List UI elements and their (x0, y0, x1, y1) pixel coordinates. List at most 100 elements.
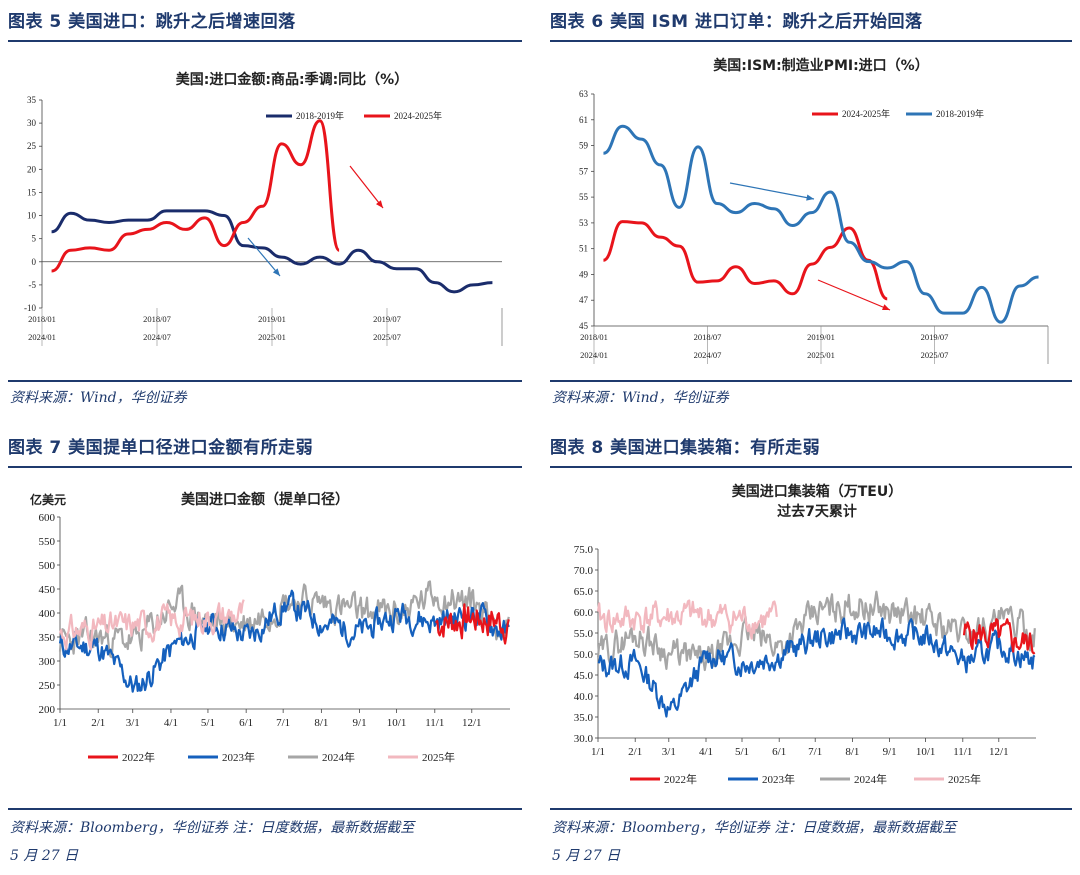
series-line-2022年 (962, 618, 1036, 655)
series-line-2 (602, 124, 1039, 324)
x-tick-label: 11/1 (953, 746, 972, 758)
y-tick-label: 55.0 (574, 628, 594, 640)
figure-7-source-line2: 5 月 27 日 (10, 848, 79, 864)
figure-5-header: 图表 5 美国进口：跳升之后增速回落 (8, 12, 296, 32)
figure-6-source: 资料来源：Wind，华创证券 (552, 390, 729, 406)
x-tick-label-bottom: 2025/01 (807, 350, 835, 360)
legend-label-2: 2023年 (222, 750, 255, 764)
legend-label-1: 2022年 (122, 750, 155, 764)
y-tick-label: 51 (579, 244, 588, 254)
x-tick-label: 9/1 (353, 717, 367, 729)
legend-label-4: 2025年 (422, 750, 455, 764)
series-line-1 (51, 209, 493, 294)
figure-8-header: 图表 8 美国进口集装箱：有所走弱 (550, 438, 821, 458)
y-tick-label: 250 (39, 680, 56, 692)
x-tick-label: 11/1 (425, 717, 444, 729)
y-tick-label: -5 (29, 280, 37, 290)
figure-6-footer-rule (550, 380, 1072, 382)
legend-label-4: 2025年 (948, 772, 981, 786)
y-tick-label: 75.0 (574, 544, 594, 556)
y-tick-label: 45 (579, 321, 589, 331)
x-tick-label: 12/1 (989, 746, 1009, 758)
y-tick-label: 20 (27, 164, 37, 174)
trend-arrow-blue-head (806, 194, 814, 201)
x-tick-label-bottom: 2025/07 (921, 350, 949, 360)
y-tick-label: 70.0 (574, 565, 594, 577)
x-tick-label: 2/1 (628, 746, 642, 758)
y-tick-label: 63 (579, 89, 589, 99)
y-tick-label: 350 (39, 632, 56, 644)
x-tick-label: 3/1 (662, 746, 676, 758)
chart-title: 美国进口集装箱（万TEU） (732, 483, 902, 500)
x-tick-label: 8/1 (845, 746, 859, 758)
y-tick-label: 300 (39, 656, 56, 668)
figure-5-header-rule (8, 40, 522, 42)
x-tick-label: 7/1 (276, 717, 290, 729)
figure-8-footer-rule (550, 808, 1072, 810)
figure-7-header-rule (8, 466, 522, 468)
y-tick-label: 47 (579, 295, 589, 305)
y-tick-label: 40.0 (574, 691, 594, 703)
x-tick-label: 2/1 (91, 717, 105, 729)
y-tick-label: 50.0 (574, 649, 594, 661)
legend-label-2: 2024-2025年 (394, 110, 442, 121)
x-tick-label: 10/1 (387, 717, 407, 729)
y-tick-label: 500 (39, 560, 56, 572)
legend-label-1: 2022年 (664, 772, 697, 786)
x-tick-label-bottom: 2024/01 (28, 332, 56, 342)
y-tick-label: 0 (32, 257, 37, 267)
x-tick-label-bottom: 2025/01 (258, 332, 286, 342)
y-tick-label: 57 (579, 166, 589, 176)
y-tick-label: 5 (32, 234, 37, 244)
legend-label-2: 2023年 (762, 772, 795, 786)
y-tick-label: 35.0 (574, 712, 594, 724)
x-tick-label-bottom: 2024/07 (143, 332, 171, 342)
figure-7-chart: 美国进口金额（提单口径） 亿美元 200 250 300 350 400 450 500 550 6… (30, 491, 510, 764)
y-tick-label: 49 (579, 269, 589, 279)
y-tick-label: 550 (39, 536, 56, 548)
chart-title: 美国进口金额（提单口径） (181, 491, 349, 508)
trend-arrow-blue-shaft (247, 237, 281, 277)
x-tick-label: 10/1 (916, 746, 936, 758)
y-axis-label: 亿美元 (30, 492, 66, 507)
legend-label-2: 2018-2019年 (936, 108, 984, 119)
figure-7-source-line1: 资料来源：Bloomberg，华创证券 注：日度数据，最新数据截至 (10, 820, 415, 836)
y-tick-label: 53 (579, 218, 589, 228)
figure-8-chart: 美国进口集装箱（万TEU） 过去7天累计 30.0 35.0 40.0 45.0 50.0 5… (574, 483, 1036, 786)
y-tick-label: 35 (27, 95, 37, 105)
x-tick-label: 4/1 (164, 717, 178, 729)
figure-6-chart: 美国:ISM:制造业PMI:进口（%） 45 47 49 51 53 55 57 59 61 63 2… (579, 57, 1049, 364)
x-tick-label: 5/1 (201, 717, 215, 729)
x-tick-label: 1/1 (591, 746, 605, 758)
figure-6-header: 图表 6 美国 ISM 进口订单：跳升之后开始回落 (550, 12, 923, 32)
figure-8-panel: 图表 8 美国进口集装箱：有所走弱 美国进口集装箱（万TEU） 过去7天累计 30.… (550, 430, 1072, 870)
x-tick-label-top: 2018/07 (143, 314, 171, 324)
y-tick-label: 450 (39, 584, 56, 596)
trend-arrow-red-shaft (817, 279, 891, 311)
chart-title: 美国:ISM:制造业PMI:进口（%） (713, 57, 928, 74)
x-tick-label-top: 2019/07 (373, 314, 401, 324)
series-line-2023年 (597, 617, 1036, 718)
x-tick-label-bottom: 2024/07 (694, 350, 722, 360)
x-tick-label-top: 2019/07 (921, 332, 949, 342)
x-tick-label: 12/1 (462, 717, 482, 729)
series-line-2023年 (58, 589, 510, 693)
y-tick-label: 61 (579, 115, 588, 125)
x-tick-label-top: 2019/01 (807, 332, 835, 342)
x-tick-label: 7/1 (808, 746, 822, 758)
figure-5-panel: 图表 5 美国进口：跳升之后增速回落 美国:进口金额:商品:季调:同比（%） -1… (8, 4, 522, 414)
figure-5-footer-rule (8, 380, 522, 382)
x-tick-label: 1/1 (53, 717, 67, 729)
figure-7-footer-rule (8, 808, 522, 810)
x-tick-label-bottom: 2024/01 (580, 350, 608, 360)
x-tick-label: 6/1 (239, 717, 253, 729)
legend-label-3: 2024年 (854, 772, 887, 786)
y-tick-label: 400 (39, 608, 56, 620)
x-tick-label: 8/1 (314, 717, 328, 729)
y-tick-label: 10 (27, 211, 37, 221)
trend-arrow-blue-head (272, 268, 280, 276)
legend-label-1: 2018-2019年 (296, 110, 344, 121)
y-tick-label: 65.0 (574, 586, 594, 598)
x-tick-label: 9/1 (883, 746, 897, 758)
series-line-2025年 (596, 599, 778, 640)
